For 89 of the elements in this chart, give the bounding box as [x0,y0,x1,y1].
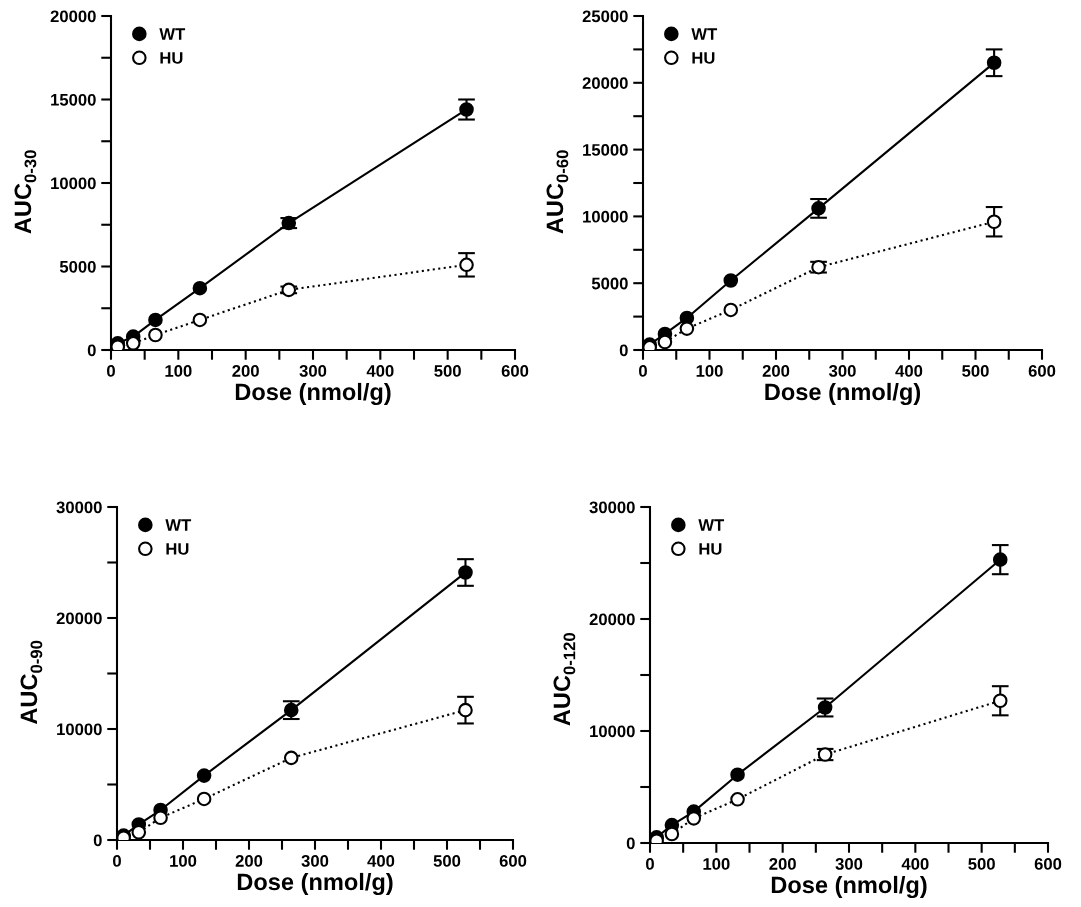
x-tick-label: 500 [962,365,989,377]
x-tick-label: 200 [232,365,259,377]
x-tick-label: 200 [769,858,796,870]
x-axis-title: Dose (nmol/g) [237,872,393,896]
x-tick-label: 300 [299,365,327,377]
y-tick-label: 5000 [591,277,628,290]
point [723,302,739,318]
x-tick-label: 200 [762,365,790,377]
x-tick-label: 0 [639,365,647,377]
y-tick-label: 10000 [51,177,96,190]
legend-label: HU [166,543,189,555]
legend-label: HU [699,543,722,555]
legend-label: WT [698,519,725,531]
point [657,334,673,350]
x-tick-label: 400 [367,855,395,867]
legend-label: WT [165,519,192,531]
point [458,702,473,718]
point [730,792,745,807]
y-tick-label: 20000 [582,77,628,89]
x-tick-label: 100 [703,858,730,870]
y-axis-title: AUC0-30 [14,150,37,234]
x-tick-label: 100 [696,365,723,377]
y-axis-title: AUC0-120 [553,633,576,726]
x-tick-label: 400 [901,858,929,870]
x-tick-label: 600 [1028,365,1056,377]
point [986,214,1002,230]
x-axis-title: Dose (nmol/g) [765,382,921,406]
y-tick-label: 5000 [59,260,96,273]
legend-label: HU [160,52,183,64]
point [283,750,299,766]
point [664,826,680,842]
point [459,102,474,117]
x-tick-label: 400 [895,365,923,377]
y-tick-label: 20000 [56,612,102,625]
x-tick-label: 600 [1034,858,1062,870]
y-tick-label: 20000 [50,10,96,23]
point [192,312,208,328]
point [125,336,141,350]
legend-label: WT [691,28,718,40]
point [192,280,208,296]
x-tick-label: 400 [366,365,394,377]
x-tick-label: 600 [499,855,527,867]
x-axis-title: Dose (nmol/g) [235,382,391,406]
x-tick-label: 0 [107,365,115,377]
y-axis-title: AUC0-60 [546,150,569,234]
point [458,565,473,580]
point [730,767,745,782]
y-tick-label: 10000 [57,723,102,736]
x-tick-label: 100 [170,855,197,867]
y-tick-label: 30000 [56,501,102,514]
legend-label: WT [159,28,186,40]
x-tick-label: 500 [434,365,461,377]
x-tick-label: 500 [433,855,461,867]
point [986,55,1002,71]
x-tick-label: 300 [835,858,863,870]
y-tick-label: 0 [93,834,102,847]
legend-label: HU [692,52,715,64]
x-tick-label: 500 [968,858,995,870]
x-tick-label: 300 [301,855,329,867]
y-tick-label: 25000 [582,10,628,23]
y-tick-label: 10000 [590,725,635,738]
y-tick-label: 30000 [589,501,635,514]
point [679,321,695,336]
point [148,327,163,343]
point [723,273,739,288]
y-tick-label: 10000 [583,210,628,223]
y-tick-label: 0 [619,344,628,357]
y-tick-label: 0 [87,344,96,357]
point [148,312,163,328]
y-axis-title: AUC0-90 [20,640,43,725]
y-tick-label: 15000 [51,93,96,106]
point [153,810,168,826]
x-tick-label: 100 [165,365,192,377]
y-tick-label: 20000 [589,613,635,626]
point [992,693,1008,709]
x-tick-label: 0 [646,858,654,870]
y-tick-label: 15000 [583,144,628,156]
x-tick-label: 600 [501,365,529,377]
x-tick-label: 300 [828,365,856,377]
point [811,201,826,216]
point [196,768,212,783]
y-tick-label: 0 [626,837,635,850]
point [686,811,702,826]
point [459,257,474,273]
x-tick-label: 200 [235,855,263,867]
point [992,552,1008,567]
point [196,791,212,807]
x-axis-title: Dose (nmol/g) [771,875,927,899]
x-tick-label: 0 [113,855,121,867]
